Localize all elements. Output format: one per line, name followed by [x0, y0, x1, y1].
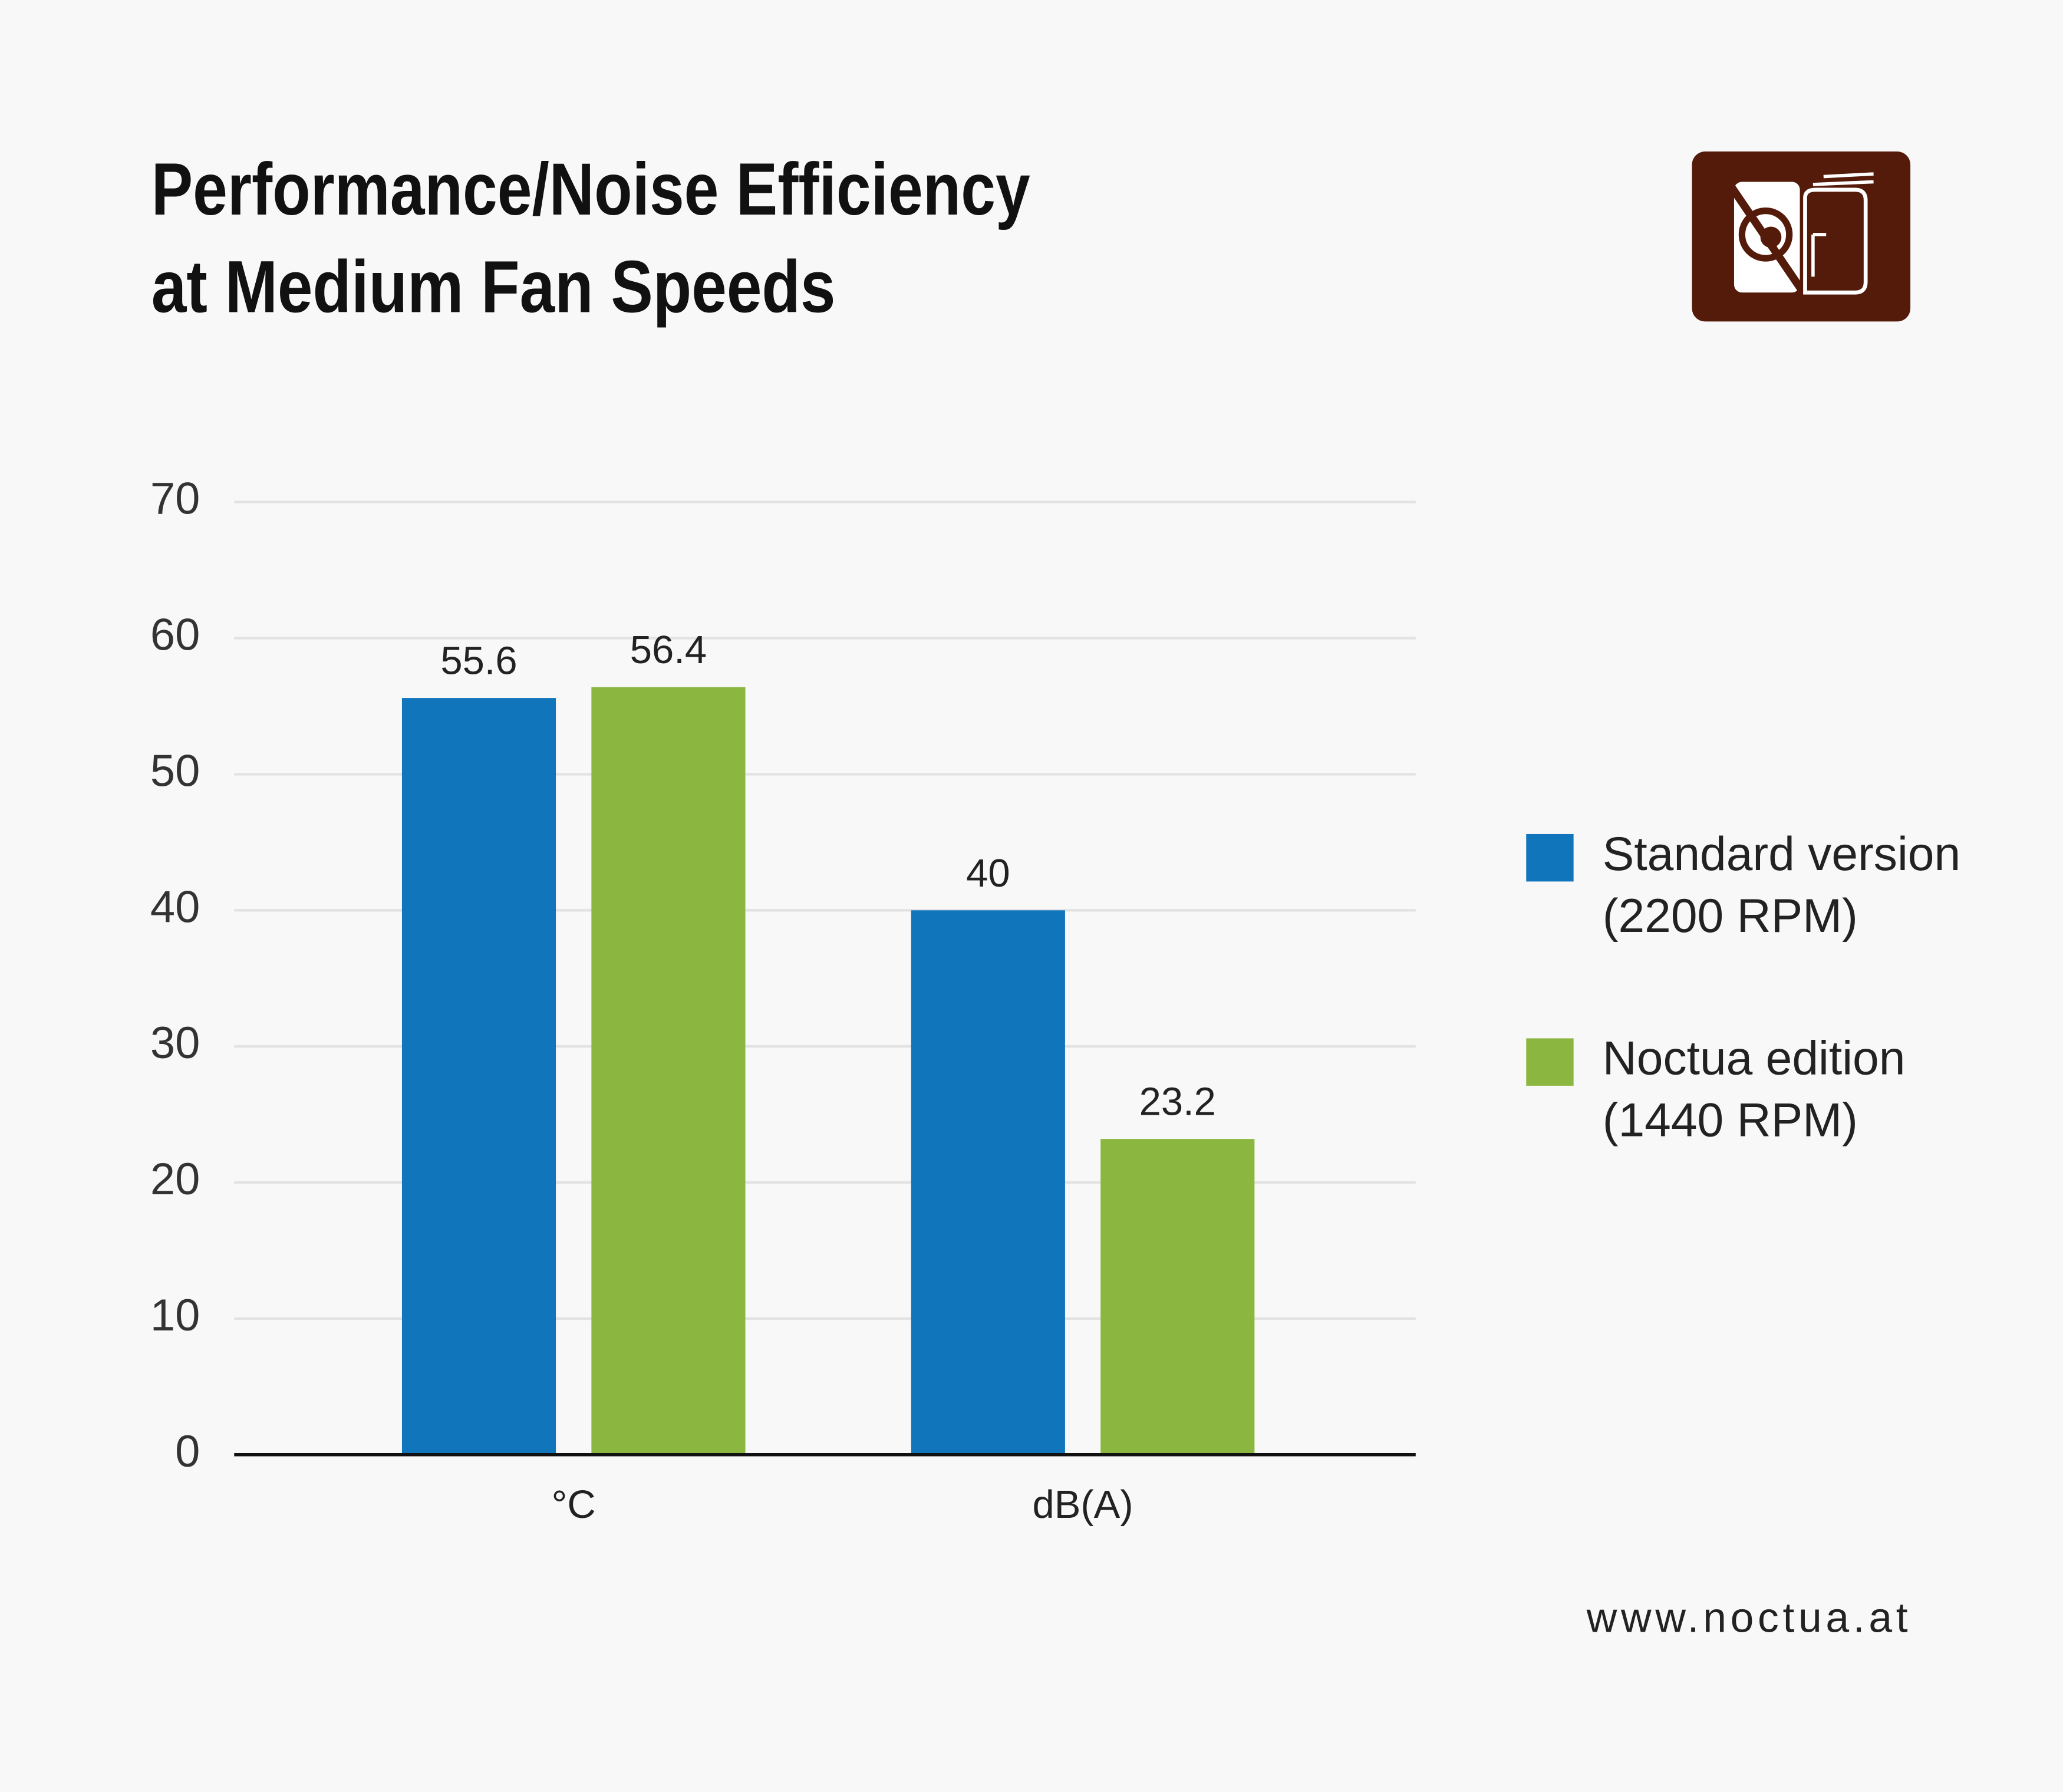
value-label: 55.6	[440, 639, 517, 683]
footer: www.noctua.at	[1586, 1594, 1912, 1641]
legend-swatch	[1526, 834, 1574, 882]
bar	[591, 687, 746, 1455]
bar	[401, 698, 556, 1455]
y-tick-label: 40	[150, 882, 200, 932]
logo	[1692, 151, 1911, 322]
chart-title: Performance/Noise Efficiency	[151, 148, 1030, 230]
x-tick-label: dB(A)	[1032, 1483, 1133, 1527]
y-tick-label: 60	[150, 610, 200, 660]
y-tick-label: 20	[150, 1154, 200, 1204]
y-tick-label: 0	[175, 1427, 200, 1477]
value-label: 23.2	[1139, 1080, 1216, 1124]
chart-title: at Medium Fan Speeds	[151, 245, 836, 328]
value-label: 40	[966, 851, 1010, 895]
bar	[1100, 1139, 1255, 1455]
legend-swatch	[1526, 1038, 1574, 1086]
legend-label: Standard version (2200 RPM)	[1603, 828, 1974, 943]
x-tick-label: °C	[552, 1483, 596, 1527]
bar	[911, 910, 1065, 1455]
y-tick-label: 50	[150, 746, 200, 796]
y-tick-label: 10	[150, 1290, 200, 1340]
y-tick-label: 30	[150, 1018, 200, 1068]
y-tick-label: 70	[150, 474, 200, 524]
legend-label: Noctua edition (1440 RPM)	[1603, 1032, 1919, 1147]
value-label: 56.4	[630, 628, 707, 672]
